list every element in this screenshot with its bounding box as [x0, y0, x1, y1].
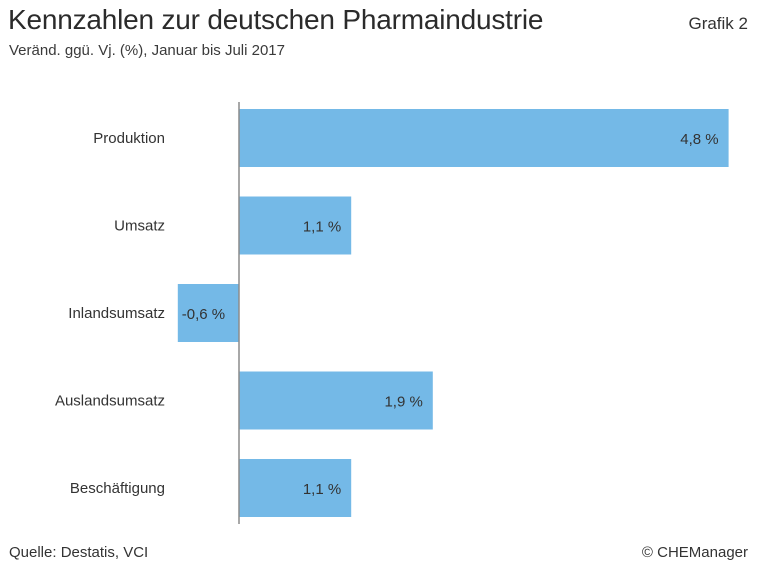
value-label: 1,1 %: [303, 481, 341, 498]
value-label: -0,6 %: [182, 306, 225, 323]
figure-label: Grafik 2: [688, 14, 748, 33]
copyright-note: © CHEManager: [641, 544, 748, 561]
category-label: Beschäftigung: [70, 480, 165, 497]
chart-title: Kennzahlen zur deutschen Pharmaindustrie: [8, 4, 544, 35]
chart-subtitle: Veränd. ggü. Vj. (%), Januar bis Juli 20…: [9, 42, 285, 59]
bar: [239, 371, 433, 430]
category-label: Inlandsumsatz: [68, 305, 165, 322]
bar: [239, 459, 352, 517]
category-label: Produktion: [93, 130, 165, 147]
value-label: 1,1 %: [303, 219, 341, 236]
category-label: Umsatz: [114, 218, 165, 235]
bar: [239, 109, 729, 167]
value-label: 4,8 %: [680, 131, 718, 148]
value-label: 1,9 %: [384, 394, 422, 411]
bar: [239, 196, 352, 255]
source-note: Quelle: Destatis, VCI: [9, 544, 149, 561]
bar: [177, 284, 239, 342]
category-label: Auslandsumsatz: [55, 393, 165, 410]
